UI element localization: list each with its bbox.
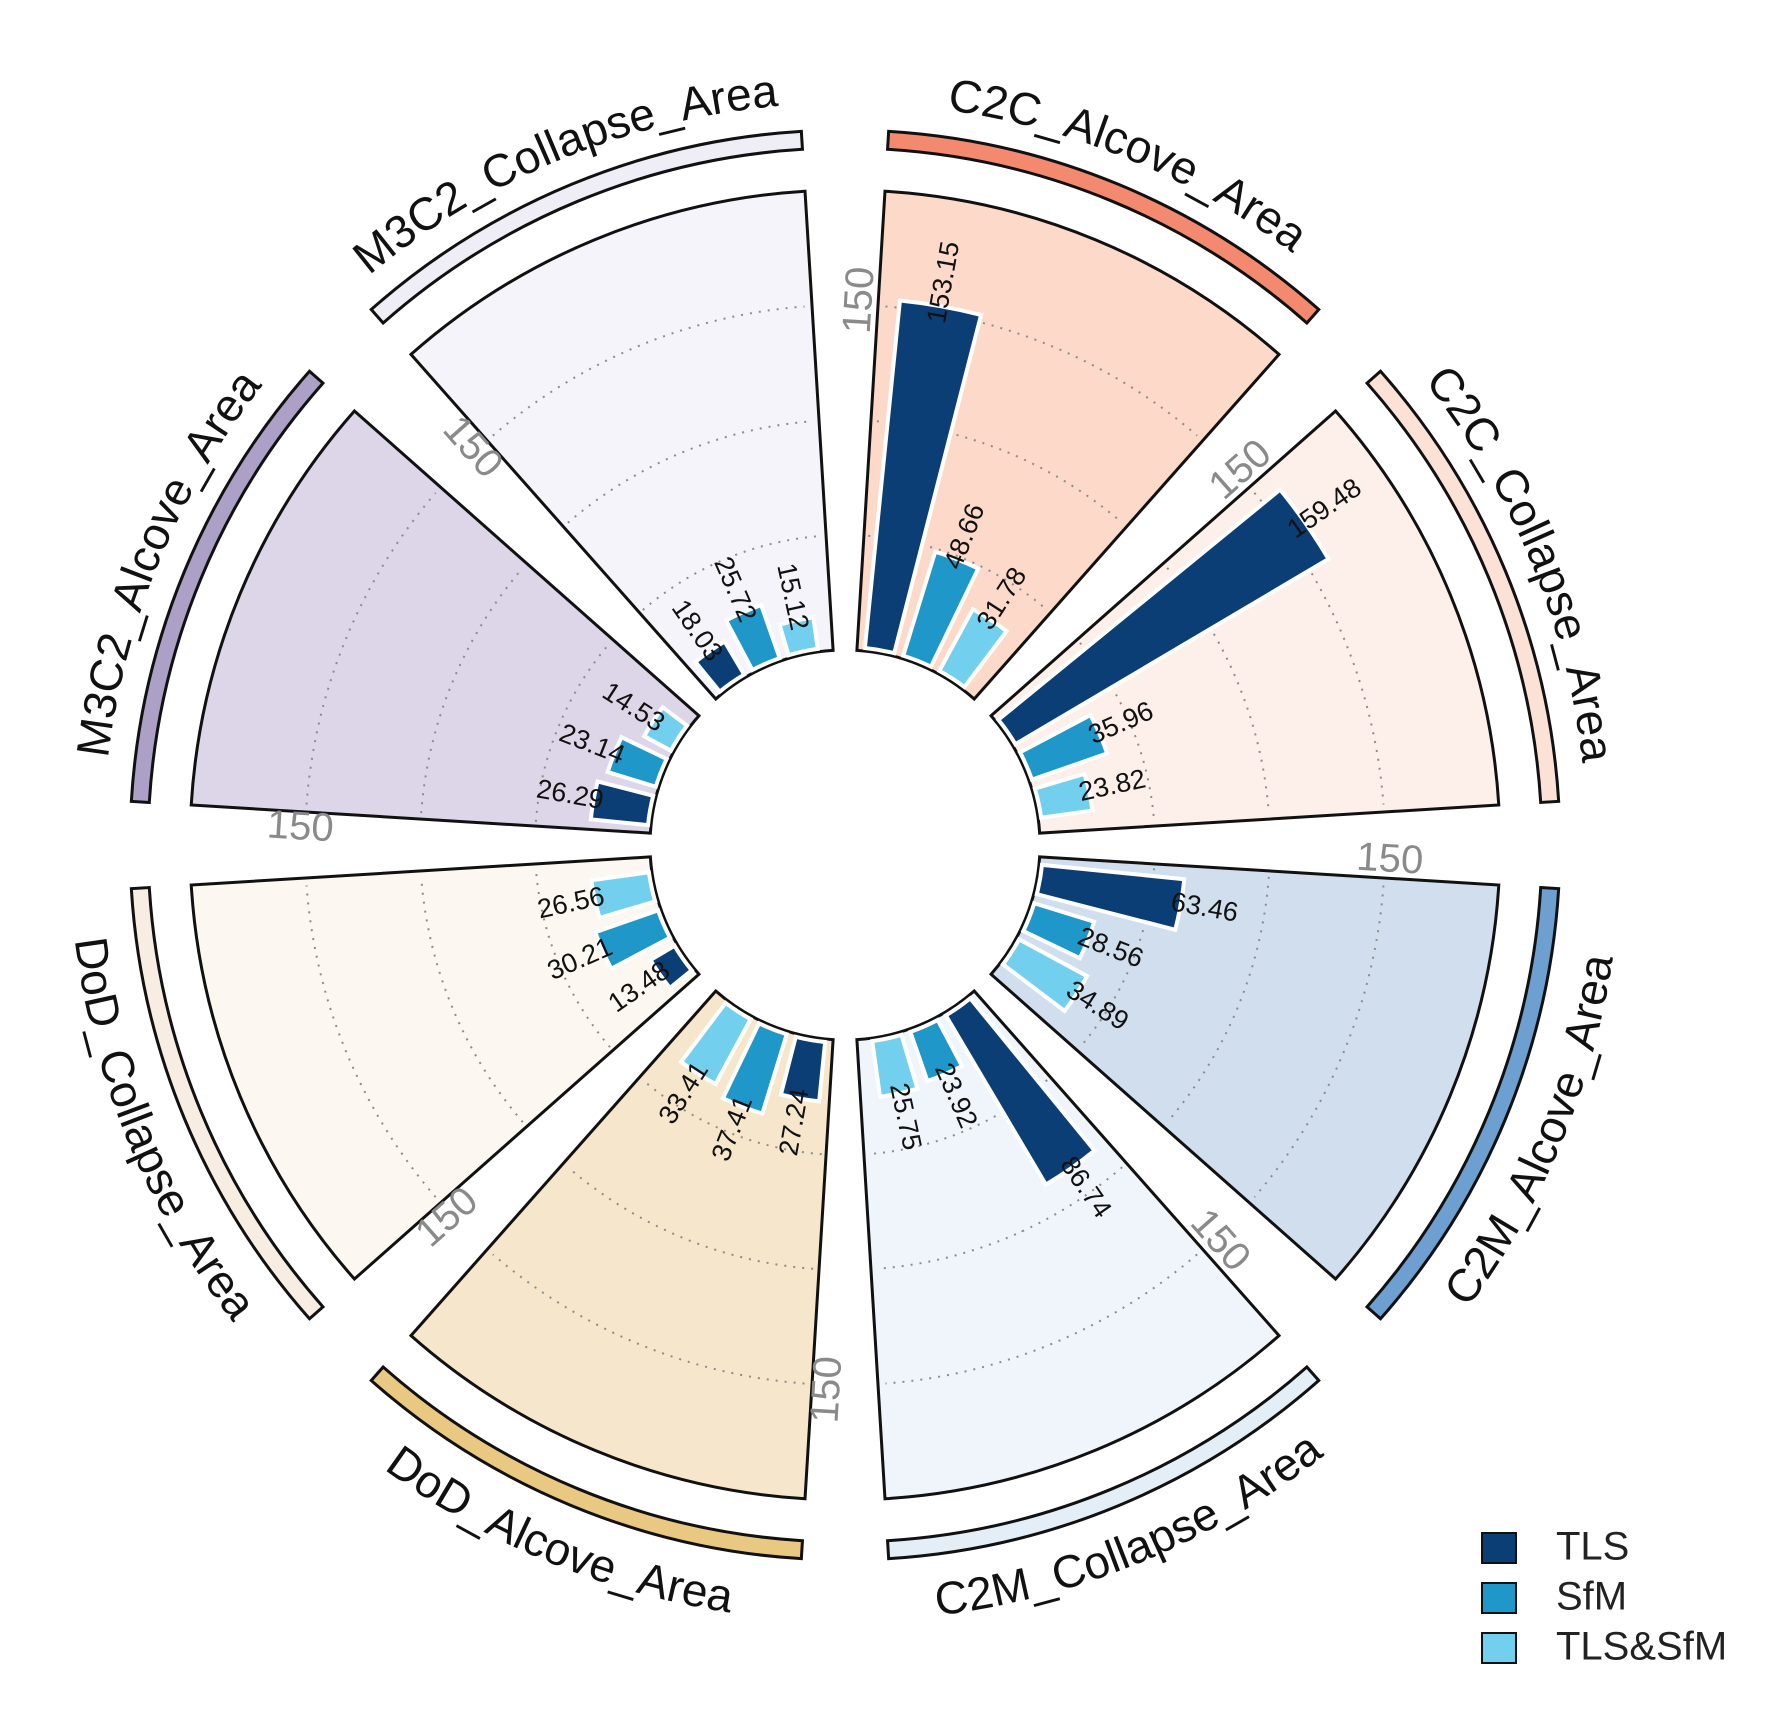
bar-c2m-collapse-area-tls-and-sfm bbox=[870, 1032, 920, 1100]
gridline-c2c-alcove-area-150 bbox=[885, 305, 1198, 437]
legend-label-tls-and-sfm: TLS&SfM bbox=[1556, 1625, 1727, 1669]
outer-ring-c2m-alcove-area bbox=[1364, 885, 1561, 1321]
bar-dod-collapse-area-sfm bbox=[592, 907, 673, 972]
legend-label-sfm: SfM bbox=[1556, 1575, 1627, 1619]
outer-ring-m3c2-alcove-area bbox=[129, 369, 326, 805]
sector-m3c2-alcove-area bbox=[189, 408, 702, 835]
gridline-m3c2-collapse-area-150 bbox=[492, 305, 805, 437]
bar-dod-alcove-area-sfm bbox=[720, 1020, 790, 1117]
gridline-m3c2-alcove-area-150 bbox=[305, 492, 437, 805]
gridline-c2m-alcove-area-150 bbox=[1253, 885, 1385, 1198]
axis-max-label-dod-alcove-area: 150 bbox=[802, 1355, 850, 1424]
gridline-dod-alcove-area-150 bbox=[492, 1253, 805, 1385]
axis-max-label-c2c-alcove-area: 150 bbox=[835, 265, 883, 334]
bar-c2c-alcove-area-sfm bbox=[900, 549, 981, 670]
sector-dod-collapse-area bbox=[189, 855, 702, 1282]
sector-c2m-collapse-area bbox=[855, 988, 1282, 1501]
bar-m3c2-collapse-area-sfm bbox=[723, 602, 783, 673]
gridline-dod-collapse-area-150 bbox=[305, 885, 437, 1198]
bar-c2c-collapse-area-tls bbox=[995, 486, 1332, 747]
outer-ring-dod-alcove-area bbox=[369, 1364, 805, 1561]
gridline-c2c-collapse-area-150 bbox=[1253, 492, 1385, 805]
outer-ring-dod-collapse-area bbox=[129, 885, 326, 1321]
bar-c2m-collapse-area-tls bbox=[943, 995, 1098, 1188]
outer-ring-c2c-collapse-area bbox=[1364, 369, 1561, 805]
outer-ring-c2c-alcove-area bbox=[885, 129, 1321, 326]
gridline-c2m-collapse-area-150 bbox=[885, 1253, 1198, 1385]
axis-max-label-c2m-alcove-area: 150 bbox=[1355, 835, 1424, 883]
sector-dod-alcove-area bbox=[408, 988, 835, 1501]
bar-c2m-alcove-area-tls-and-sfm bbox=[1000, 936, 1090, 1014]
bar-dod-alcove-area-tls bbox=[778, 1034, 828, 1104]
bar-m3c2-alcove-area-tls-and-sfm bbox=[641, 704, 690, 754]
bar-dod-collapse-area-tls-and-sfm bbox=[589, 870, 658, 921]
legend-swatch-tls-and-sfm bbox=[1481, 1632, 1517, 1664]
bar-m3c2-alcove-area-sfm bbox=[605, 734, 670, 790]
axis-max-label-m3c2-alcove-area: 150 bbox=[266, 802, 335, 850]
bar-c2m-alcove-area-tls bbox=[1034, 862, 1187, 933]
bar-m3c2-collapse-area-tls-and-sfm bbox=[777, 615, 820, 658]
legend-label-tls: TLS bbox=[1556, 1525, 1629, 1569]
bar-m3c2-collapse-area-tls bbox=[692, 638, 747, 695]
bar-c2c-alcove-area-tls bbox=[862, 298, 984, 656]
legend-swatch-tls bbox=[1481, 1532, 1517, 1564]
bar-dod-collapse-area-tls bbox=[647, 943, 695, 991]
bar-c2c-collapse-area-sfm bbox=[1017, 712, 1110, 783]
bar-c2m-alcove-area-sfm bbox=[1020, 900, 1097, 961]
sector-m3c2-collapse-area bbox=[408, 189, 835, 702]
bar-dod-alcove-area-tls-and-sfm bbox=[678, 1000, 754, 1087]
outer-ring-m3c2-collapse-area bbox=[369, 129, 805, 326]
bar-c2c-alcove-area-tls-and-sfm bbox=[936, 606, 1010, 690]
bar-m3c2-alcove-area-tls bbox=[588, 779, 656, 828]
sector-c2c-collapse-area bbox=[988, 408, 1501, 835]
outer-ring-c2m-collapse-area bbox=[885, 1364, 1321, 1561]
bar-c2c-collapse-area-tls-and-sfm bbox=[1032, 771, 1095, 820]
bar-c2m-collapse-area-sfm bbox=[907, 1017, 965, 1084]
legend-swatch-sfm bbox=[1481, 1582, 1517, 1614]
sector-c2m-alcove-area bbox=[988, 855, 1501, 1282]
